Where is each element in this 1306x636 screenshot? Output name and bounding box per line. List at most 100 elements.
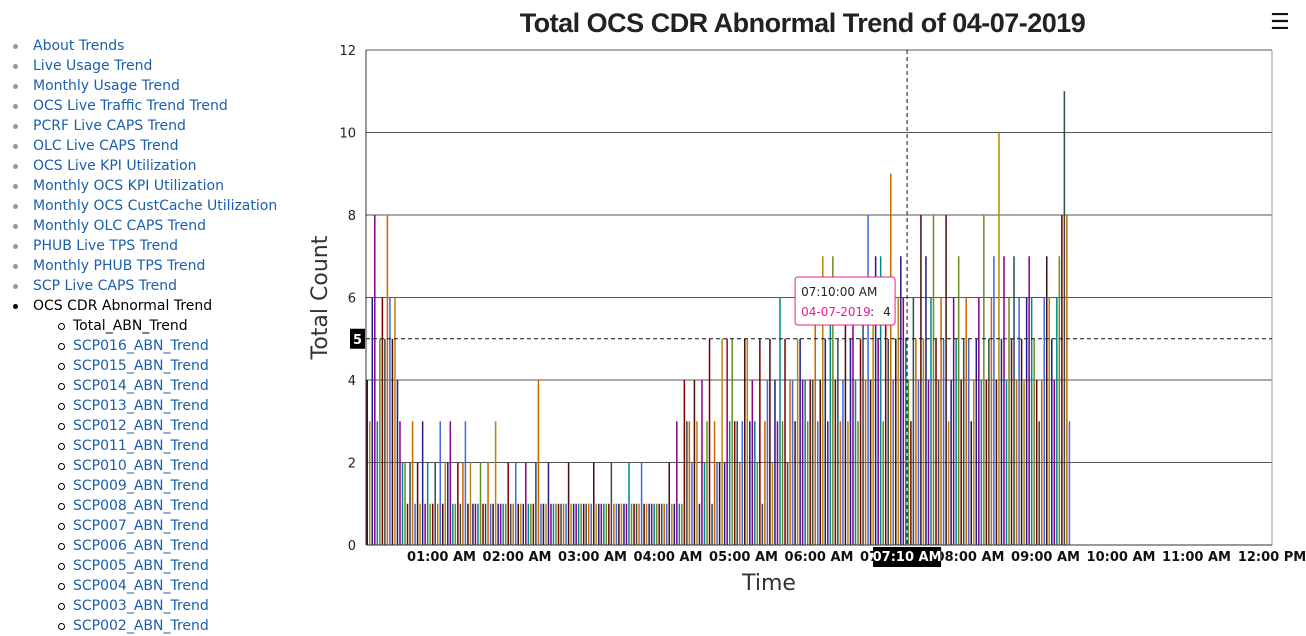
data-bar[interactable] [1015, 380, 1018, 545]
data-bar[interactable] [436, 503, 439, 545]
data-bar[interactable] [887, 338, 889, 545]
data-bar[interactable] [406, 503, 409, 545]
data-bar[interactable] [603, 503, 605, 545]
data-bar[interactable] [683, 380, 686, 545]
data-bar[interactable] [527, 503, 530, 545]
data-bar[interactable] [950, 380, 952, 545]
data-bar[interactable] [837, 338, 839, 545]
data-bar[interactable] [668, 462, 671, 546]
data-bar[interactable] [1028, 256, 1030, 545]
data-bar[interactable] [993, 256, 995, 545]
hamburger-menu-icon[interactable]: ☰ [1270, 10, 1290, 35]
data-bar[interactable] [696, 421, 698, 545]
data-bar[interactable] [716, 462, 718, 546]
data-bar[interactable] [648, 503, 650, 545]
data-bar[interactable] [1058, 256, 1061, 545]
data-bar[interactable] [650, 503, 653, 545]
data-bar[interactable] [593, 462, 595, 546]
nav-sub-item[interactable]: SCP010_ABN_Trend [0, 456, 300, 476]
data-bar[interactable] [1053, 380, 1056, 545]
data-bar[interactable] [900, 256, 902, 545]
data-bar[interactable] [973, 380, 975, 545]
data-bar[interactable] [960, 380, 962, 545]
data-bar[interactable] [1046, 256, 1048, 545]
data-bar[interactable] [829, 297, 832, 546]
data-bar[interactable] [545, 503, 547, 545]
data-bar[interactable] [1018, 297, 1020, 546]
data-bar[interactable] [771, 462, 774, 546]
data-bar[interactable] [804, 380, 806, 545]
data-bar[interactable] [754, 421, 756, 545]
data-bar[interactable] [811, 380, 814, 545]
data-bar[interactable] [530, 503, 532, 545]
nav-sub-item[interactable]: SCP016_ABN_Trend [0, 336, 300, 356]
data-bar[interactable] [1048, 297, 1051, 546]
data-bar[interactable] [582, 503, 585, 545]
data-bar[interactable] [847, 421, 849, 545]
data-bar[interactable] [854, 380, 857, 545]
nav-item[interactable]: Monthly PHUB TPS Trend [0, 256, 300, 276]
data-bar[interactable] [728, 421, 731, 545]
data-bar[interactable] [462, 462, 464, 546]
data-bar[interactable] [580, 503, 582, 545]
data-bar[interactable] [386, 215, 389, 545]
data-bar[interactable] [822, 256, 824, 545]
data-bar[interactable] [731, 338, 733, 545]
nav-item[interactable]: OLC Live CAPS Trend [0, 136, 300, 156]
data-bar[interactable] [975, 338, 978, 545]
data-bar[interactable] [776, 421, 779, 545]
data-bar[interactable] [895, 338, 897, 545]
data-bar[interactable] [957, 256, 960, 545]
data-bar[interactable] [962, 338, 965, 545]
data-bar[interactable] [562, 503, 565, 545]
data-bar[interactable] [1051, 338, 1053, 545]
data-bar[interactable] [746, 338, 749, 545]
data-bar[interactable] [565, 503, 567, 545]
data-bar[interactable] [922, 338, 925, 545]
data-bar[interactable] [713, 421, 716, 545]
data-bar[interactable] [864, 380, 867, 545]
data-bar[interactable] [749, 421, 751, 545]
data-bar[interactable] [522, 503, 525, 545]
nav-sub-item[interactable]: SCP013_ABN_Trend [0, 396, 300, 416]
data-bar[interactable] [673, 503, 676, 545]
data-bar[interactable] [457, 462, 459, 546]
data-bar[interactable] [816, 421, 819, 545]
data-bar[interactable] [708, 338, 711, 545]
data-bar[interactable] [1000, 338, 1003, 545]
data-bar[interactable] [477, 503, 479, 545]
data-bar[interactable] [381, 297, 384, 546]
nav-sub-item[interactable]: SCP009_ABN_Trend [0, 476, 300, 496]
data-bar[interactable] [892, 380, 894, 545]
data-bar[interactable] [640, 462, 643, 546]
data-bar[interactable] [937, 380, 940, 545]
data-bar[interactable] [608, 503, 610, 545]
data-bar[interactable] [676, 421, 678, 545]
nav-sub-item[interactable]: SCP004_ABN_Trend [0, 576, 300, 596]
data-bar[interactable] [872, 297, 874, 546]
data-bar[interactable] [912, 297, 915, 546]
data-bar[interactable] [789, 380, 791, 545]
data-bar[interactable] [784, 338, 786, 545]
data-bar[interactable] [983, 215, 985, 545]
data-bar[interactable] [442, 503, 444, 545]
data-bar[interactable] [472, 503, 474, 545]
data-bar[interactable] [557, 503, 560, 545]
data-bar[interactable] [869, 380, 872, 545]
nav-item[interactable]: About Trends [0, 36, 300, 56]
data-bar[interactable] [394, 297, 396, 546]
data-bar[interactable] [663, 503, 665, 545]
data-bar[interactable] [572, 503, 575, 545]
data-bar[interactable] [623, 503, 625, 545]
data-bar[interactable] [374, 215, 376, 545]
data-bar[interactable] [786, 462, 789, 546]
data-bar[interactable] [504, 503, 507, 545]
data-bar[interactable] [389, 297, 391, 546]
data-bar[interactable] [452, 503, 454, 545]
data-bar[interactable] [484, 503, 487, 545]
data-bar[interactable] [605, 503, 608, 545]
data-bar[interactable] [479, 462, 482, 546]
data-bar[interactable] [517, 503, 520, 545]
data-bar[interactable] [1033, 338, 1035, 545]
nav-sub-item[interactable]: SCP008_ABN_Trend [0, 496, 300, 516]
